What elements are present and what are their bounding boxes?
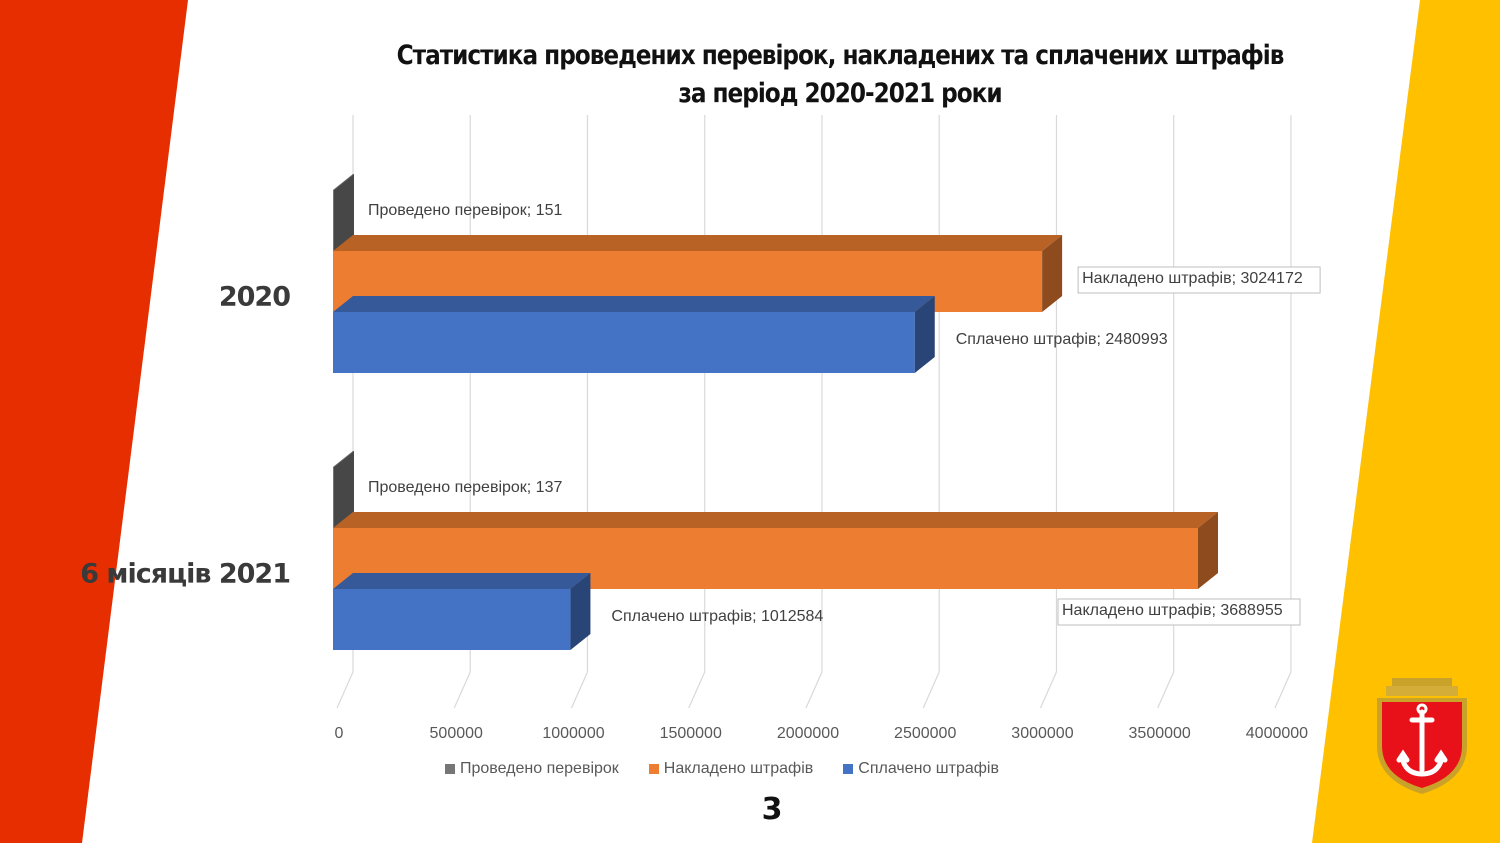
bar-top-2 (333, 296, 935, 312)
data-label: Проведено перевірок; 151 (368, 202, 562, 219)
odesa-coat-of-arms-icon (1377, 678, 1467, 794)
bar-side-0 (334, 174, 354, 251)
bar-front-2 (333, 312, 915, 373)
x-tick-label: 0 (335, 725, 344, 742)
data-label-box (1077, 266, 1321, 294)
bar-side-2 (570, 573, 591, 650)
x-tick-label: 1000000 (542, 725, 604, 742)
data-label: Сплачено штрафів; 1012584 (611, 608, 823, 625)
bar-side-1 (1198, 512, 1218, 589)
x-tick-label: 3500000 (1129, 725, 1191, 742)
floor-gridline (1157, 671, 1175, 709)
bar-side-2 (914, 296, 935, 373)
bar-top-1 (333, 235, 1063, 251)
data-label: Накладено штрафів; 3688955 (1062, 602, 1283, 619)
floor-gridline (1274, 671, 1292, 709)
data-label-box (1057, 598, 1301, 626)
bar-front-2 (333, 589, 571, 650)
data-label: Проведено перевірок; 137 (368, 479, 562, 496)
floor-gridline (570, 671, 589, 709)
bar-top-2 (333, 573, 591, 589)
page-number: 3 (761, 792, 783, 827)
chart-title-line-1: Статистика проведених перевірок, накладе… (396, 40, 1285, 71)
x-tick-label: 2500000 (894, 725, 956, 742)
bar-top-1 (333, 512, 1218, 528)
category-label: 6 місяців 2021 (80, 559, 290, 590)
floor-gridline (1039, 671, 1057, 709)
bar-front-0 (333, 467, 334, 528)
floor-gridline (453, 671, 471, 709)
floor-gridline (922, 671, 940, 709)
right-yellow-band (1312, 0, 1500, 843)
floor-gridline (336, 671, 354, 709)
legend-label: Накладено штрафів (663, 760, 814, 777)
legend-item: Накладено штрафів (648, 760, 814, 778)
legend-item: Сплачено штрафів (843, 760, 999, 778)
data-label: Сплачено штрафів; 2480993 (956, 331, 1168, 348)
legend-swatch (648, 764, 659, 774)
floor-gridline (688, 671, 706, 709)
data-label: Накладено штрафів; 3024172 (1082, 270, 1303, 287)
chart-title-line-2: за період 2020-2021 роки (678, 78, 1002, 109)
bar-top-0 (333, 174, 354, 190)
x-tick-label: 4000000 (1246, 725, 1308, 742)
bar-front-0 (333, 190, 334, 251)
x-tick-label: 2000000 (777, 725, 839, 742)
legend-item: Проведено перевірок (445, 760, 619, 778)
x-tick-label: 3000000 (1011, 725, 1073, 742)
legend-label: Проведено перевірок (460, 760, 619, 777)
bar-top-0 (333, 451, 354, 467)
legend-swatch (445, 764, 455, 774)
bar-side-0 (334, 451, 354, 528)
legend-swatch (843, 764, 854, 774)
floor-gridline (805, 671, 823, 709)
category-label: 2020 (219, 282, 290, 313)
x-tick-label: 1500000 (660, 725, 722, 742)
x-tick-label: 500000 (430, 725, 483, 742)
left-red-band (0, 0, 188, 843)
legend-label: Сплачено штрафів (858, 760, 999, 777)
chart-legend: Проведено перевірок Накладено штрафів Спла… (445, 760, 999, 778)
bar-side-1 (1042, 235, 1063, 312)
